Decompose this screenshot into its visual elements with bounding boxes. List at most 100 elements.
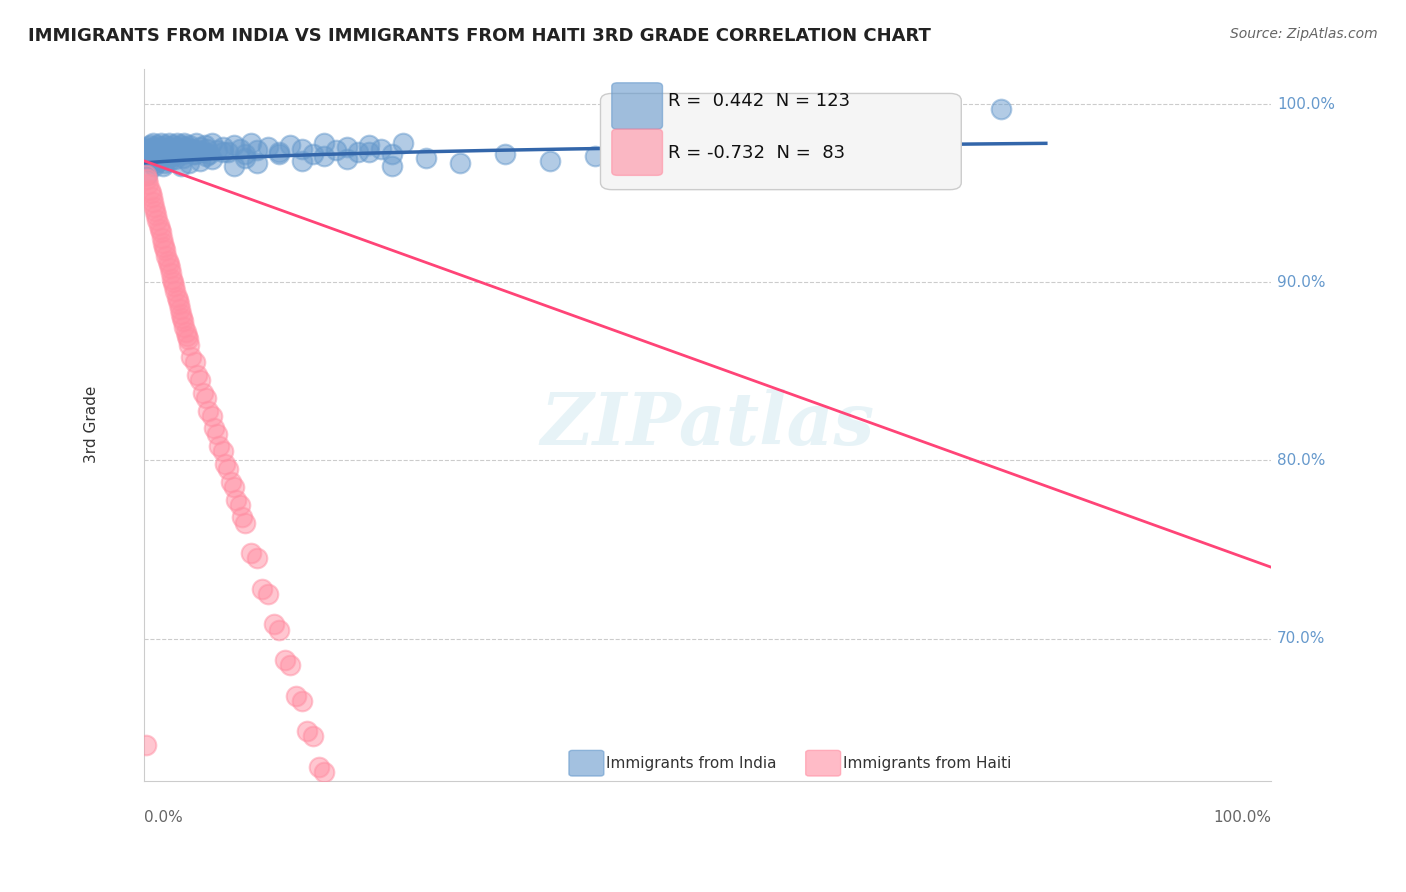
- Immigrants from Haiti: [152, 236, 174, 251]
- Immigrants from India: [188, 140, 211, 154]
- Immigrants from Haiti: [219, 475, 242, 489]
- Immigrants from Haiti: [173, 319, 195, 334]
- Immigrants from India: [172, 142, 194, 156]
- Immigrants from Haiti: [194, 391, 217, 405]
- Immigrants from India: [138, 145, 160, 160]
- Immigrants from Haiti: [163, 278, 186, 293]
- Immigrants from Haiti: [302, 730, 325, 744]
- Immigrants from India: [228, 142, 250, 156]
- Immigrants from India: [291, 154, 314, 169]
- Immigrants from India: [808, 151, 831, 165]
- Immigrants from India: [494, 147, 516, 161]
- Immigrants from Haiti: [197, 403, 219, 417]
- Immigrants from India: [148, 142, 170, 156]
- Immigrants from Haiti: [148, 219, 170, 233]
- Immigrants from India: [141, 153, 163, 167]
- Immigrants from Haiti: [252, 582, 274, 596]
- Immigrants from India: [222, 138, 245, 153]
- Immigrants from India: [153, 145, 176, 160]
- Immigrants from India: [142, 145, 165, 160]
- Immigrants from Haiti: [263, 617, 285, 632]
- Immigrants from India: [160, 149, 183, 163]
- Immigrants from India: [187, 144, 209, 158]
- Immigrants from Haiti: [136, 172, 159, 186]
- Immigrants from India: [177, 156, 200, 170]
- Immigrants from India: [138, 138, 160, 153]
- Immigrants from India: [172, 151, 194, 165]
- Immigrants from India: [191, 145, 214, 160]
- Immigrants from India: [136, 142, 159, 156]
- Immigrants from India: [336, 153, 359, 167]
- Immigrants from India: [200, 136, 222, 151]
- Immigrants from Haiti: [228, 498, 250, 512]
- Immigrants from India: [922, 156, 945, 170]
- Immigrants from India: [583, 149, 606, 163]
- Immigrants from Haiti: [308, 760, 330, 774]
- Immigrants from Haiti: [141, 190, 163, 204]
- Immigrants from India: [381, 147, 404, 161]
- Immigrants from India: [155, 138, 177, 153]
- Immigrants from India: [146, 147, 169, 161]
- Immigrants from Haiti: [325, 801, 347, 815]
- Immigrants from India: [381, 160, 404, 174]
- Immigrants from India: [139, 142, 162, 156]
- Immigrants from India: [415, 151, 437, 165]
- Immigrants from India: [160, 140, 183, 154]
- Immigrants from Haiti: [174, 325, 197, 339]
- Immigrants from Haiti: [166, 293, 188, 307]
- Immigrants from Haiti: [150, 231, 173, 245]
- Immigrants from Haiti: [172, 314, 194, 328]
- Immigrants from Haiti: [225, 492, 247, 507]
- Immigrants from India: [198, 147, 221, 161]
- Immigrants from Haiti: [291, 694, 314, 708]
- Immigrants from India: [211, 140, 233, 154]
- Immigrants from Haiti: [314, 765, 336, 780]
- Immigrants from India: [149, 153, 172, 167]
- Immigrants from India: [165, 153, 187, 167]
- Immigrants from Haiti: [138, 178, 160, 192]
- Immigrants from India: [143, 160, 166, 174]
- Immigrants from India: [152, 160, 174, 174]
- Text: 100.0%: 100.0%: [1277, 96, 1334, 112]
- Immigrants from Haiti: [183, 355, 205, 369]
- Immigrants from India: [314, 136, 336, 151]
- Text: R =  0.442  N = 123: R = 0.442 N = 123: [668, 92, 851, 110]
- Immigrants from India: [205, 144, 228, 158]
- Immigrants from Haiti: [169, 301, 191, 316]
- Immigrants from India: [148, 154, 170, 169]
- Immigrants from India: [150, 145, 173, 160]
- Immigrants from Haiti: [214, 457, 236, 471]
- Immigrants from Haiti: [342, 866, 364, 880]
- Immigrants from India: [162, 138, 184, 153]
- Immigrants from India: [176, 140, 198, 154]
- Immigrants from Haiti: [165, 284, 187, 298]
- Immigrants from Haiti: [257, 587, 280, 601]
- Immigrants from Haiti: [162, 275, 184, 289]
- Immigrants from Haiti: [149, 226, 172, 240]
- Immigrants from India: [200, 153, 222, 167]
- Immigrants from India: [152, 140, 174, 154]
- Immigrants from Haiti: [200, 409, 222, 423]
- FancyBboxPatch shape: [612, 83, 662, 129]
- Immigrants from India: [138, 154, 160, 169]
- Immigrants from India: [240, 136, 263, 151]
- Immigrants from India: [194, 138, 217, 153]
- Immigrants from Haiti: [146, 213, 169, 227]
- Immigrants from Haiti: [269, 623, 291, 637]
- Immigrants from India: [257, 140, 280, 154]
- Immigrants from India: [314, 149, 336, 163]
- Immigrants from Haiti: [330, 830, 353, 845]
- Immigrants from India: [211, 145, 233, 160]
- Immigrants from India: [538, 154, 561, 169]
- Text: 3rd Grade: 3rd Grade: [84, 386, 98, 464]
- Immigrants from India: [246, 156, 269, 170]
- Immigrants from India: [173, 136, 195, 151]
- FancyBboxPatch shape: [612, 129, 662, 176]
- Text: 80.0%: 80.0%: [1277, 453, 1326, 468]
- Immigrants from India: [141, 147, 163, 161]
- Immigrants from India: [177, 138, 200, 153]
- Immigrants from Haiti: [166, 289, 188, 303]
- Immigrants from Haiti: [155, 243, 177, 257]
- Immigrants from India: [188, 154, 211, 169]
- Immigrants from India: [166, 136, 188, 151]
